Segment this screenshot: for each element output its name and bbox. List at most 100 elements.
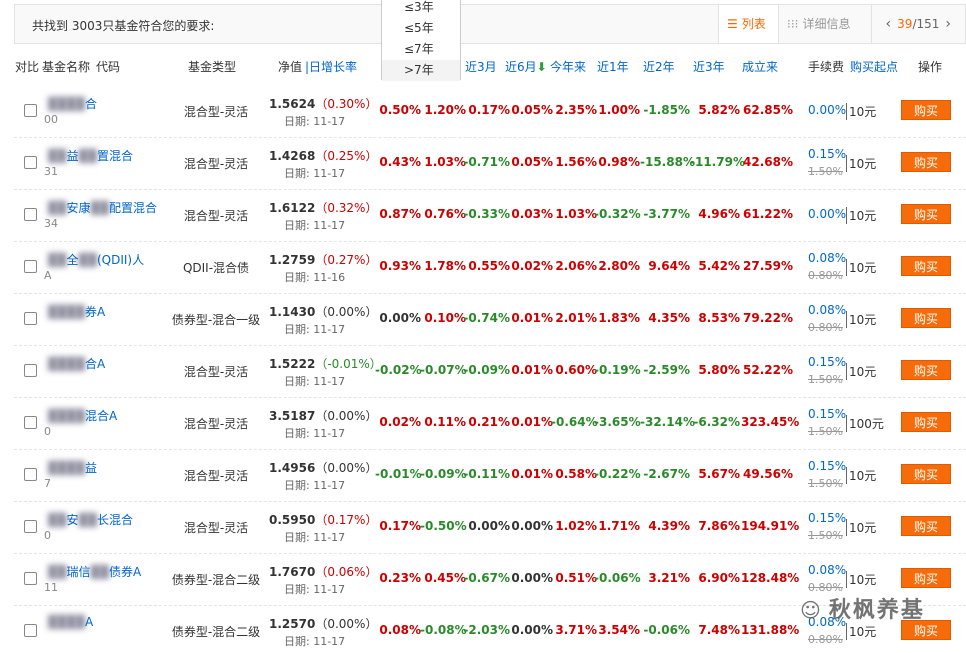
return-since: 128.48% <box>741 571 800 585</box>
header-minbuy[interactable]: 购买起点 <box>850 60 899 74</box>
fee-current: 0.15% <box>808 355 847 369</box>
compare-checkbox[interactable] <box>24 260 37 273</box>
buy-button[interactable]: 购买 <box>901 308 951 328</box>
view-detail-button[interactable]: ⁝⁝⁝ 详细信息 <box>778 5 878 43</box>
fund-name-link[interactable]: ██益██置混合 <box>48 149 133 163</box>
buy-button[interactable]: 购买 <box>901 568 951 588</box>
fund-type: 债券型-混合一级 <box>171 313 261 327</box>
period-option[interactable]: ≤3年 <box>404 0 434 14</box>
fund-name-link[interactable]: ██安康██配置混合 <box>48 201 157 215</box>
header-daily[interactable]: |日增长率 <box>305 60 358 74</box>
compare-checkbox[interactable] <box>24 572 37 585</box>
return-y2: 4.35% <box>648 311 690 325</box>
fund-name-link[interactable]: ████合A <box>48 357 106 371</box>
header-name[interactable]: 基金名称 <box>42 60 91 74</box>
return-ytd: 0.58% <box>555 467 597 481</box>
compare-checkbox[interactable] <box>24 624 37 637</box>
fee-original: 0.80% <box>808 269 843 282</box>
return-y3: 7.48% <box>698 623 740 637</box>
return-since: 61.22% <box>743 207 793 221</box>
fund-name-link[interactable]: ████益 <box>48 461 97 475</box>
return-m6: 0.03% <box>511 207 553 221</box>
return-m3: -0.74% <box>463 311 510 325</box>
header-6m[interactable]: 近6月⬇ <box>505 58 547 75</box>
header-since[interactable]: 成立来 <box>742 60 779 74</box>
page-total: /151 <box>912 17 940 31</box>
header-ytd[interactable]: 今年来 <box>550 60 587 74</box>
header-type[interactable]: 基金类型 <box>188 60 237 74</box>
fund-name-link[interactable]: ████券A <box>48 305 106 319</box>
prev-page-icon[interactable]: ‹ <box>885 16 892 32</box>
fee-current: 0.15% <box>808 459 847 473</box>
period-option[interactable]: ≤7年 <box>404 42 434 56</box>
nav-date: 日期: 11-17 <box>284 375 346 388</box>
header-action: 操作 <box>918 60 943 74</box>
return-c1: 0.87% <box>379 207 421 221</box>
return-y3: 7.86% <box>698 519 740 533</box>
header-3y[interactable]: 近3年 <box>693 60 725 74</box>
header-3m[interactable]: 近3月 <box>465 60 497 74</box>
compare-checkbox[interactable] <box>24 520 37 533</box>
nav-date: 日期: 11-16 <box>284 271 346 284</box>
return-y2: -2.67% <box>643 467 690 481</box>
grid-icon: ⁝⁝⁝ <box>787 17 799 31</box>
header-1y[interactable]: 近1年 <box>597 60 629 74</box>
fund-type: 混合型-灵活 <box>183 105 249 119</box>
return-ytd: 3.71% <box>555 623 597 637</box>
return-y1: 2.80% <box>598 259 640 273</box>
buy-button[interactable]: 购买 <box>901 412 951 432</box>
fund-name-link[interactable]: ██瑞信██债券A <box>48 565 142 579</box>
nav-value: 1.6122（0.32%） <box>269 201 378 215</box>
buy-button[interactable]: 购买 <box>901 204 951 224</box>
fund-name-link[interactable]: ██全██(QDII)人 <box>48 253 145 267</box>
buy-button[interactable]: 购买 <box>901 620 951 640</box>
buy-button[interactable]: 购买 <box>901 100 951 120</box>
return-c2: 0.76% <box>424 207 466 221</box>
fund-name-link[interactable]: ████合 <box>48 97 97 111</box>
return-y2: -32.14% <box>640 415 695 429</box>
next-page-icon[interactable]: › <box>945 16 951 32</box>
return-y1: 1.00% <box>598 103 640 117</box>
return-m3: 0.55% <box>468 259 510 273</box>
fee-original: 1.50% <box>808 373 843 386</box>
fund-name-link[interactable]: ██安██长混合 <box>48 513 133 527</box>
header-2y[interactable]: 近2年 <box>643 60 675 74</box>
period-option-selected[interactable]: >7年 <box>382 60 460 81</box>
fee-current: 0.15% <box>808 511 847 525</box>
compare-checkbox[interactable] <box>24 156 37 169</box>
buy-button[interactable]: 购买 <box>901 360 951 380</box>
compare-checkbox[interactable] <box>24 364 37 377</box>
fund-code: 34 <box>44 217 58 230</box>
daily-change: 0.17% <box>327 513 366 527</box>
return-c2: -0.50% <box>420 519 467 533</box>
buy-button[interactable]: 购买 <box>901 516 951 536</box>
header-code[interactable]: 代码 <box>96 60 121 74</box>
fund-type: 混合型-灵活 <box>183 417 249 431</box>
return-m6: 0.00% <box>511 519 553 533</box>
return-y2: -1.85% <box>643 103 690 117</box>
return-c1: 0.23% <box>379 571 421 585</box>
header-nav[interactable]: 净值 <box>278 60 303 74</box>
compare-checkbox[interactable] <box>24 416 37 429</box>
compare-checkbox[interactable] <box>24 468 37 481</box>
return-c1: 0.02% <box>379 415 421 429</box>
return-y1: 1.83% <box>598 311 640 325</box>
fund-name-link[interactable]: ████混合A <box>48 409 118 423</box>
compare-checkbox[interactable] <box>24 104 37 117</box>
nav-number: 1.4956 <box>269 461 316 475</box>
fee-current: 0.08% <box>808 251 847 265</box>
nav-number: 1.5222 <box>269 357 316 371</box>
compare-checkbox[interactable] <box>24 208 37 221</box>
nav-date: 日期: 11-17 <box>284 323 346 336</box>
table-header: 对比 基金名称 代码 基金类型 净值 |日增长率 近3月 近6月⬇ 今年来 近1… <box>0 50 966 82</box>
fee-current: 0.15% <box>808 407 847 421</box>
buy-button[interactable]: 购买 <box>901 152 951 172</box>
buy-button[interactable]: 购买 <box>901 256 951 276</box>
view-list-button[interactable]: ☰ 列表 <box>718 5 778 43</box>
buy-button[interactable]: 购买 <box>901 464 951 484</box>
period-option[interactable]: ≤5年 <box>404 21 434 35</box>
fund-name-link[interactable]: ████A <box>48 615 94 629</box>
compare-checkbox[interactable] <box>24 312 37 325</box>
return-ytd: 0.51% <box>555 571 597 585</box>
table-row: ████A 债券型-混合二级 1.2570（0.00%） 日期: 11-17 0.08%… <box>14 606 966 653</box>
